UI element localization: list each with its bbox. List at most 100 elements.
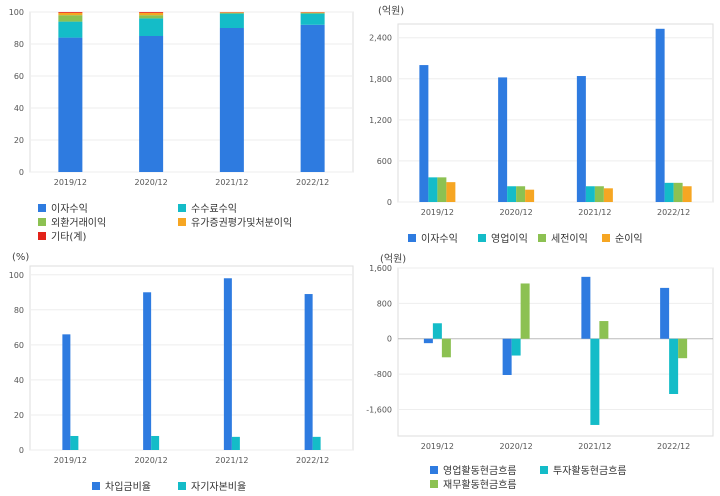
bar [498, 77, 508, 202]
legend-label: 재무활동현금흐름 [443, 480, 517, 491]
y-tick-label: 0 [19, 168, 24, 177]
y-tick-label: 20 [14, 136, 24, 145]
bar-segment [139, 12, 164, 13]
legend-swatch [478, 233, 486, 242]
bar-segment [300, 13, 325, 25]
y-tick-label: 40 [14, 104, 24, 113]
chart-ratios: 0 20 40 60 80 100 (%) 2019/12 2020/12 2021/12 2022… [0, 248, 360, 496]
legend-item: 유가증권평가및처분이익 [178, 214, 292, 229]
y-tick-label: 2,400 [369, 34, 392, 43]
bar [70, 435, 79, 450]
bar [660, 287, 670, 339]
bar-segment [58, 15, 83, 22]
legend-item: 외환거래이익 [38, 214, 106, 229]
chart-revenue-composition: 0 20 40 60 80 100 2019/12 2020/12 2021/12 2022/12… [0, 0, 360, 248]
legend-swatch [408, 233, 416, 242]
y-tick-label: 600 [377, 157, 392, 166]
legend-item: 재무활동현금흐름 [430, 476, 517, 491]
y-tick-label: 60 [14, 341, 24, 350]
y-tick-label: -800 [374, 370, 392, 379]
unit-label: (억원) [378, 5, 404, 17]
bar-segment [139, 18, 164, 36]
bar [664, 182, 674, 202]
x-tick-label: 2020/12 [500, 442, 533, 451]
bar [603, 188, 613, 202]
bar [437, 177, 447, 202]
bar [594, 186, 604, 202]
x-tick-label: 2019/12 [421, 208, 454, 217]
legend-item: 영업이익 [478, 230, 528, 245]
legend-label: 영업활동현금흐름 [443, 466, 517, 477]
legend-item: 세전이익 [538, 230, 588, 245]
bar [231, 436, 240, 450]
legend-swatch [430, 479, 438, 488]
y-tick-label: 800 [377, 299, 392, 308]
bar [507, 186, 517, 202]
chart-svg: -1,600 -800 0 800 1,600(억원) 2019/12 2020/12 202… [366, 253, 714, 451]
x-tick-label: 2019/12 [54, 456, 87, 465]
bar [62, 334, 71, 450]
legend-label: 영업이익 [491, 234, 528, 245]
bar [576, 76, 586, 202]
bar [143, 292, 152, 450]
bar [655, 28, 665, 202]
legend: 이자수익 영업이익 세전이익 순이익 [360, 226, 720, 246]
bar [599, 321, 609, 339]
bar [581, 276, 591, 339]
bar [673, 182, 683, 202]
x-tick-label: 2021/12 [215, 178, 248, 187]
x-tick-label: 2020/12 [135, 456, 168, 465]
y-tick-label: 1,800 [369, 75, 392, 84]
bar-segment [58, 37, 83, 172]
x-tick-label: 2022/12 [657, 208, 690, 217]
y-tick-label: 0 [387, 198, 392, 207]
bar-segment [219, 12, 244, 14]
bar [446, 182, 456, 202]
chart-svg: 0 20 40 60 80 100 (%) 2019/12 2020/12 2021/12 2022… [9, 252, 354, 465]
bar [423, 338, 433, 344]
x-tick-label: 2022/12 [657, 442, 690, 451]
bar-segment [58, 12, 83, 13]
bar [441, 338, 451, 358]
unit-label: (억원) [380, 253, 406, 265]
plot-area [397, 23, 714, 203]
legend-label: 순이익 [615, 234, 643, 245]
legend-item: 이자수익 [38, 200, 88, 215]
legend-swatch [540, 465, 548, 474]
legend-label: 기타(계) [51, 232, 87, 243]
bar-segment [300, 12, 325, 14]
bar [312, 436, 321, 450]
legend-label: 수수료수익 [191, 204, 237, 215]
legend-swatch [38, 231, 46, 240]
legend: 차입금비율 자기자본비율 [0, 474, 360, 494]
bar [304, 294, 313, 450]
y-tick-label: 20 [14, 411, 24, 420]
bar [585, 186, 595, 202]
bar-segment [139, 15, 164, 19]
chart-income: 0 600 1,200 1,800 2,400 (억원) 2019/12 2020/12 202… [360, 0, 720, 248]
x-tick-label: 2022/12 [296, 456, 329, 465]
bar-segment [58, 12, 83, 16]
y-tick-label: 1,600 [369, 264, 392, 273]
bar [678, 338, 688, 359]
bar-segment [300, 24, 325, 172]
y-tick-label: 100 [9, 271, 24, 280]
x-tick-label: 2020/12 [135, 178, 168, 187]
y-tick-label: 60 [14, 72, 24, 81]
legend-item: 투자활동현금흐름 [540, 462, 627, 477]
bar [151, 435, 160, 450]
x-tick-label: 2019/12 [421, 442, 454, 451]
bar [669, 338, 679, 394]
legend-swatch [92, 481, 100, 490]
bar [419, 65, 429, 202]
unit-label: (%) [12, 252, 29, 263]
y-tick-label: 1,200 [369, 116, 392, 125]
legend-item: 자기자본비율 [178, 478, 246, 493]
legend-item: 차입금비율 [92, 478, 151, 493]
y-tick-label: 80 [14, 306, 24, 315]
bar-segment [139, 36, 164, 172]
x-tick-label: 2021/12 [578, 442, 611, 451]
bar-segment [139, 12, 164, 16]
legend-label: 투자활동현금흐름 [553, 466, 627, 477]
